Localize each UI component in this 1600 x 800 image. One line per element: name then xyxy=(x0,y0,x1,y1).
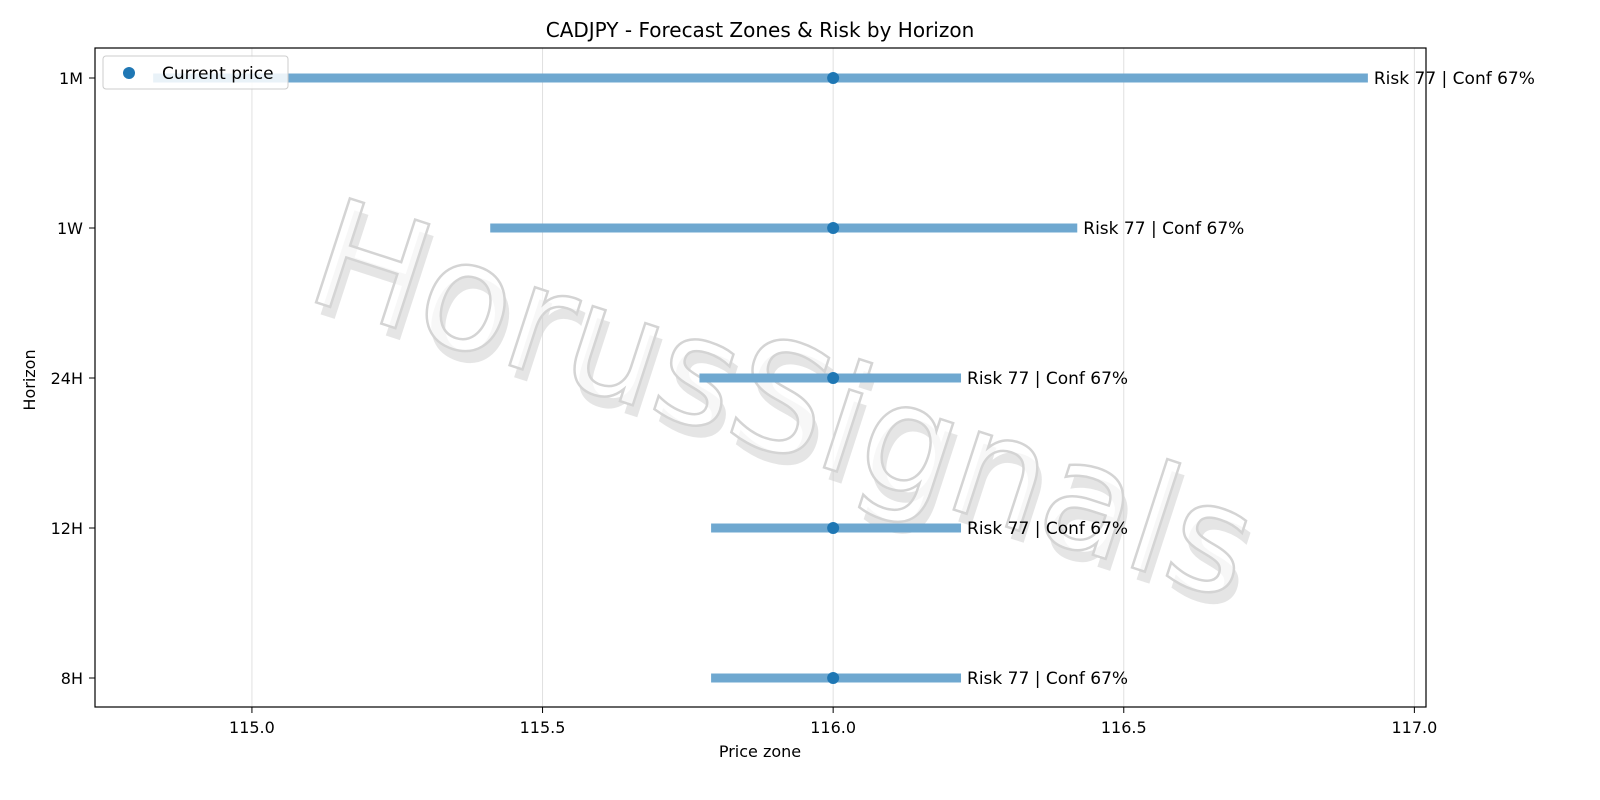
x-tick-label: 117.0 xyxy=(1391,718,1437,737)
risk-annotation: Risk 77 | Conf 67% xyxy=(967,369,1128,389)
y-tick-label: 8H xyxy=(61,669,83,688)
legend-label: Current price xyxy=(162,64,274,84)
y-axis-label: Horizon xyxy=(20,349,39,410)
x-tick-label: 116.0 xyxy=(810,718,856,737)
chart-title: CADJPY - Forecast Zones & Risk by Horizo… xyxy=(546,18,975,42)
x-tick-label: 115.5 xyxy=(520,718,566,737)
current-price-point xyxy=(827,522,840,534)
x-tick-label: 116.5 xyxy=(1101,718,1147,737)
x-axis-ticks: 115.0 115.5 116.0 116.5 117.0 xyxy=(229,707,1437,737)
current-price-point xyxy=(827,72,840,84)
risk-annotation: Risk 77 | Conf 67% xyxy=(967,669,1128,689)
legend-marker xyxy=(123,67,135,79)
y-tick-label: 1M xyxy=(59,69,83,88)
current-price-point xyxy=(827,672,840,684)
risk-annotation: Risk 77 | Conf 67% xyxy=(1374,69,1535,89)
y-tick-label: 24H xyxy=(51,369,83,388)
x-axis-label: Price zone xyxy=(719,742,801,761)
risk-annotation: Risk 77 | Conf 67% xyxy=(967,519,1128,539)
risk-annotation: Risk 77 | Conf 67% xyxy=(1083,219,1244,239)
current-price-point xyxy=(827,372,840,384)
x-tick-label: 115.0 xyxy=(229,718,275,737)
y-axis-ticks: 1M 1W 24H 12H 8H xyxy=(51,69,95,688)
legend-box xyxy=(102,55,289,90)
current-price-point xyxy=(827,222,840,234)
forecast-ranges: Risk 77 | Conf 67% Risk 77 | Conf 67% Risk… xyxy=(153,69,1535,689)
y-tick-label: 1W xyxy=(57,219,83,238)
legend: Current price xyxy=(102,55,289,90)
y-tick-label: 12H xyxy=(51,519,83,538)
